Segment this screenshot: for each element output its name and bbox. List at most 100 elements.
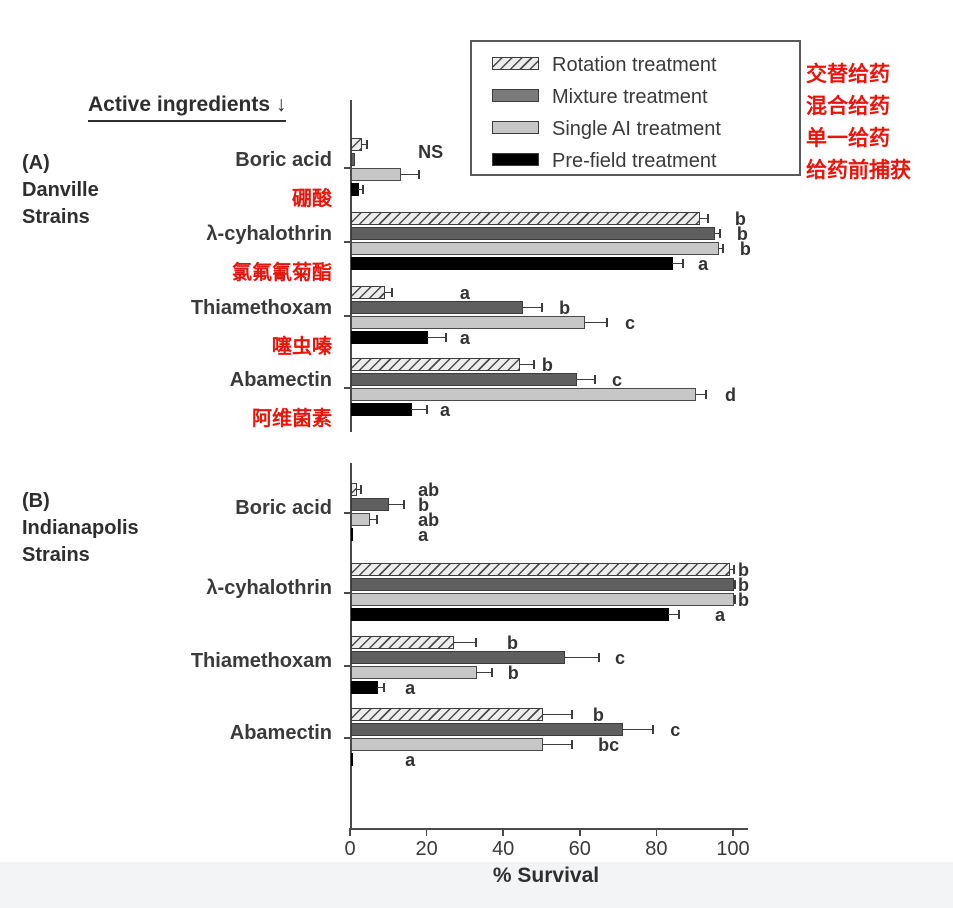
category-label: λ-cyhalothrin [206,577,332,599]
error-bar-cap [597,653,600,662]
error-bar [522,306,542,309]
mixture-bar [351,578,734,591]
significance-letter: c [624,313,635,333]
x-axis-title: % Survival [492,864,600,887]
category-label-chinese: 阿维菌素 [252,408,332,430]
error-bar-cap [402,500,405,509]
rotation-bar [351,636,455,649]
error-bar [453,641,477,644]
error-bar [388,503,404,506]
mixture-bar [351,723,623,736]
significance-letter: b [418,495,430,515]
error-bar-cap [734,580,737,589]
error-bar [384,291,393,294]
significance-letter: a [405,678,416,698]
x-axis-line [350,828,748,830]
error-bar-cap [678,610,681,619]
error-bar [713,232,720,235]
single-bar [351,593,734,606]
prefield-bar [351,331,428,344]
x-axis-tick-label: 20 [415,838,438,860]
legend-item-label: Single AI treatment [552,118,721,140]
category-label: Thiamethoxam [190,650,332,672]
error-bar-cap [375,515,378,524]
significance-letter: ab [418,480,440,500]
category-label-chinese: 硼酸 [292,188,332,210]
prefield-bar [351,528,353,541]
category-tick [344,387,350,389]
prefield-bar [351,608,669,621]
active-ingredients-header: Active ingredients ↓ [88,93,287,122]
error-bar-cap [383,683,386,692]
x-axis-tick [425,828,428,836]
x-axis-tick [349,828,351,836]
legend-box: Rotation treatment Mixture treatment Singl… [470,40,801,176]
prefield-bar [351,753,353,766]
error-bar-cap [360,485,363,494]
significance-letter: a [418,525,429,545]
significance-letter: a [405,750,416,770]
mixture-bar [351,301,524,314]
x-axis-tick-label: 40 [492,838,515,860]
prefield-bar [351,681,378,694]
x-axis-tick-label: 100 [716,838,750,860]
legend-item-label: Rotation treatment [552,54,717,76]
significance-letter: b [737,590,749,610]
error-bar [583,321,607,324]
error-bar-cap [391,288,394,297]
significance-letter: b [734,209,746,229]
error-bar-cap [366,140,369,149]
error-bar-cap [571,740,574,749]
error-bar-cap [417,170,420,179]
error-bar-cap [605,318,608,327]
x-axis-tick-label: 0 [344,838,356,860]
error-bar [733,598,736,601]
legend-zh-annotation: 混合给药 [806,95,890,118]
category-tick [344,737,350,739]
single-swatch-icon [492,121,539,134]
mixture-swatch-icon [492,89,539,102]
error-bar-cap [444,333,447,342]
mixture-bar [351,373,577,386]
x-axis-tick [502,828,504,836]
prefield-bar [351,403,413,416]
error-bar [518,363,534,366]
significance-letter: b [739,239,751,259]
footer-strip [0,862,953,908]
prefield-bar [351,257,673,270]
error-bar [357,188,364,191]
panel-b-label: (B) Indianapolis Strains [22,490,139,566]
rotation-bar [351,563,731,576]
category-tick [344,665,350,667]
mixture-bar [351,651,566,664]
category-label: Boric acid [235,149,332,171]
single-bar [351,738,543,751]
legend-zh-annotation: 单一给药 [806,127,890,150]
error-bar-cap [651,725,654,734]
legend-zh-annotation: 交替给药 [806,63,890,86]
significance-letter: bc [598,735,620,755]
rotation-swatch-icon [492,57,539,70]
significance-letter: b [559,298,571,318]
error-bar [733,583,736,586]
error-bar-cap [425,405,428,414]
error-bar [694,393,707,396]
error-bar [355,488,362,491]
x-axis-tick [655,828,658,836]
error-bar [376,686,385,689]
significance-letter: b [592,705,604,725]
error-bar [621,728,653,731]
error-bar [575,378,596,381]
significance-letter: a [440,400,451,420]
panel-a-label: (A) Danville Strains [22,152,99,228]
legend-zh-annotation: 给药前捕获 [806,159,911,182]
significance-letter: a [698,254,709,274]
error-bar-cap [540,303,543,312]
x-axis-tick-label: 80 [645,838,668,860]
significance-letter: b [541,355,553,375]
error-bar [729,568,735,571]
rotation-bar [351,212,700,225]
single-bar [351,242,719,255]
error-bar-cap [571,710,574,719]
